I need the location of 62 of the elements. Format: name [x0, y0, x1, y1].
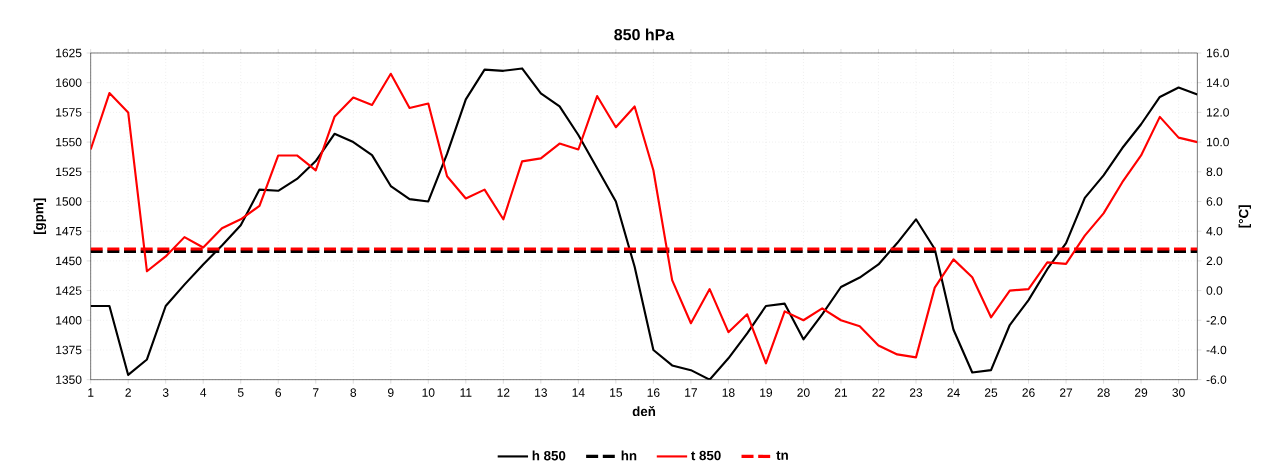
y2-tick-label: 2.0: [1206, 256, 1223, 266]
x-tick-label: 2: [125, 388, 131, 397]
x-tick-label: 6: [275, 388, 282, 397]
x-tick-label: 13: [535, 388, 547, 397]
x-tick-label: 8: [350, 388, 357, 397]
x-tick-label: 11: [460, 388, 472, 397]
x-tick-label: 3: [162, 388, 169, 397]
x-tick-label: 24: [947, 388, 960, 397]
y2-tick-label: -4.0: [1206, 345, 1227, 355]
x-tick-label: 27: [1059, 388, 1073, 397]
y-tick-label: 1525: [56, 167, 82, 177]
x-tick-label: 20: [797, 388, 810, 397]
y2-tick-label: 16.0: [1206, 48, 1229, 58]
y-tick-label: 1350: [56, 375, 82, 384]
y2-tick-label: 0.0: [1206, 286, 1223, 295]
legend-label: t 850: [691, 450, 721, 461]
y2-tick-label: 4.0: [1206, 226, 1223, 236]
x-tick-label: 30: [1172, 388, 1185, 397]
legend-label: hn: [621, 450, 637, 461]
x-tick-label: 12: [497, 388, 510, 397]
x-tick-label: 18: [722, 388, 735, 397]
x-tick-label: 7: [313, 388, 319, 397]
x-tick-label: 14: [572, 388, 585, 397]
y2-axis-title: [°C]: [1238, 205, 1251, 228]
legend-label: tn: [776, 451, 788, 460]
y-tick-label: 1475: [56, 226, 82, 236]
y-tick-label: 1400: [56, 316, 82, 325]
y2-tick-label: 14.0: [1206, 78, 1229, 87]
y-tick-label: 1575: [56, 108, 82, 117]
chart-title: 850 hPa: [614, 28, 675, 41]
y-tick-label: 1625: [56, 48, 82, 58]
x-tick-label: 25: [984, 388, 998, 397]
x-tick-label: 21: [834, 388, 848, 397]
y-tick-label: 1550: [56, 137, 82, 147]
y-tick-label: 1500: [56, 197, 82, 206]
x-tick-label: 16: [647, 388, 660, 397]
x-tick-label: 15: [610, 388, 623, 397]
x-tick-label: 22: [872, 388, 885, 397]
y-tick-label: 1600: [56, 78, 82, 87]
x-tick-label: 23: [909, 388, 923, 397]
x-tick-label: 26: [1022, 388, 1035, 397]
y2-tick-label: 8.0: [1206, 167, 1223, 177]
y2-tick-label: -2.0: [1206, 316, 1227, 325]
y2-tick-label: -6.0: [1206, 375, 1227, 384]
x-tick-label: 1: [88, 388, 94, 397]
x-tick-label: 19: [760, 388, 773, 397]
y2-tick-label: 12.0: [1206, 108, 1229, 117]
x-tick-label: 10: [422, 388, 435, 397]
x-tick-label: 29: [1135, 388, 1148, 397]
x-tick-label: 28: [1097, 388, 1110, 397]
y2-tick-label: 6.0: [1206, 197, 1223, 206]
x-tick-label: 17: [685, 388, 697, 397]
y-tick-label: 1425: [56, 286, 82, 295]
x-tick-label: 4: [200, 388, 207, 397]
y-tick-label: 1375: [56, 345, 82, 355]
x-tick-label: 9: [388, 388, 394, 397]
legend-label: h 850: [532, 450, 566, 461]
y2-tick-label: 10.0: [1206, 137, 1229, 147]
y-tick-label: 1450: [56, 256, 82, 266]
y-axis-title: [gpm]: [33, 198, 47, 235]
x-tick-label: 5: [237, 388, 244, 397]
x-axis-title: deň: [632, 406, 656, 417]
